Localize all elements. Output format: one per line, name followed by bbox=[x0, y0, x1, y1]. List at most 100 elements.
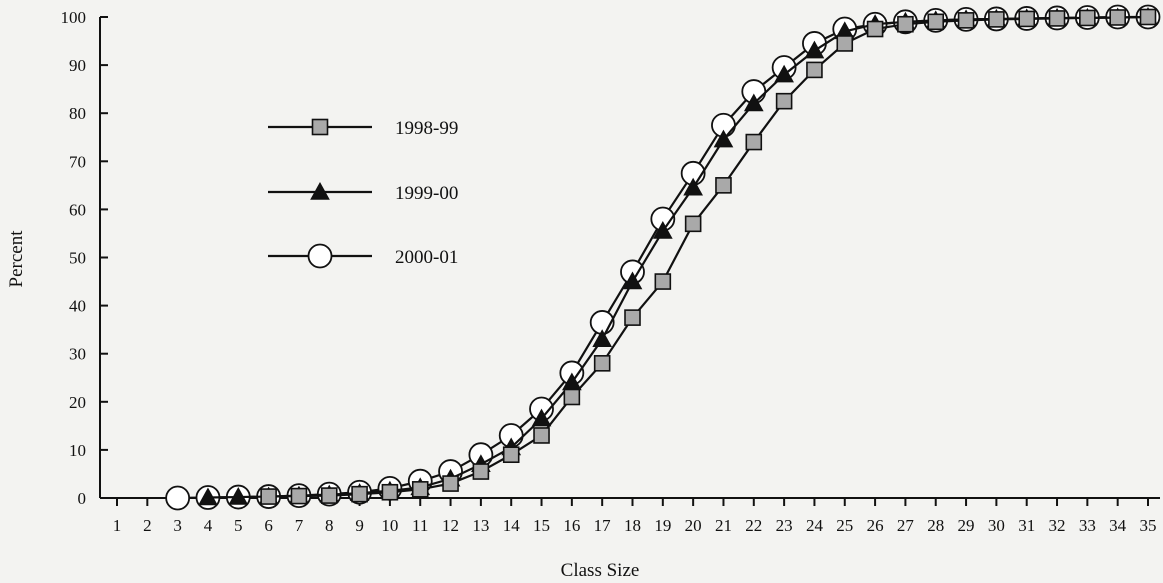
data-point-square bbox=[957, 12, 975, 29]
x-tick-label: 14 bbox=[503, 516, 521, 535]
data-point-square bbox=[442, 475, 459, 492]
y-tick-label: 90 bbox=[69, 56, 86, 75]
x-tick-label: 16 bbox=[563, 516, 580, 535]
data-point-square bbox=[381, 483, 399, 501]
legend-item: 2000-01 bbox=[268, 243, 458, 269]
data-point-square bbox=[533, 427, 550, 444]
data-point-square bbox=[866, 20, 884, 38]
x-tick-label: 17 bbox=[594, 516, 612, 535]
x-tick-label: 27 bbox=[897, 516, 915, 535]
data-point-square bbox=[1079, 9, 1096, 27]
data-point-square bbox=[684, 215, 702, 233]
data-point-square bbox=[624, 309, 641, 326]
data-point-square bbox=[654, 273, 672, 290]
data-point-triangle bbox=[774, 64, 794, 83]
data-point-triangle bbox=[228, 487, 249, 505]
data-point-square bbox=[1109, 9, 1126, 26]
x-tick-label: 21 bbox=[715, 516, 732, 535]
x-tick-label: 23 bbox=[776, 516, 793, 535]
legend-label: 1998-99 bbox=[395, 118, 458, 139]
series-layer bbox=[165, 4, 1161, 511]
y-tick-label: 20 bbox=[69, 393, 86, 412]
x-tick-label: 33 bbox=[1079, 516, 1096, 535]
x-tick-label: 20 bbox=[685, 516, 702, 535]
x-tick-label: 18 bbox=[624, 516, 641, 535]
data-point-triangle bbox=[713, 129, 734, 148]
data-point-square bbox=[320, 487, 338, 504]
data-point-square bbox=[260, 488, 277, 505]
x-tick-label: 6 bbox=[264, 516, 273, 535]
y-axis-title: Percent bbox=[6, 230, 27, 288]
legend-marker-triangle bbox=[310, 181, 330, 200]
data-point-triangle bbox=[198, 487, 218, 506]
data-point-square bbox=[1018, 10, 1036, 28]
data-point-square bbox=[715, 177, 732, 194]
data-point-square bbox=[593, 355, 611, 372]
data-point-triangle bbox=[804, 40, 825, 59]
legend-label: 2000-01 bbox=[395, 247, 458, 268]
data-point-square bbox=[988, 11, 1005, 28]
data-point-triangle bbox=[592, 329, 613, 347]
legend-item: 1998-99 bbox=[268, 118, 458, 139]
x-tick-label: 26 bbox=[867, 516, 884, 535]
x-tick-label: 7 bbox=[295, 516, 304, 535]
y-tick-label: 0 bbox=[78, 489, 87, 508]
x-tick-label: 4 bbox=[204, 516, 213, 535]
data-point-triangle bbox=[683, 177, 703, 196]
series-square bbox=[260, 8, 1157, 505]
data-point-square bbox=[806, 61, 823, 79]
data-point-square bbox=[411, 481, 429, 498]
data-point-square bbox=[290, 487, 308, 505]
x-tick-label: 13 bbox=[472, 516, 489, 535]
y-tick-label: 50 bbox=[69, 249, 86, 268]
data-point-triangle bbox=[743, 93, 764, 112]
x-tick-label: 22 bbox=[745, 516, 762, 535]
x-tick-label: 25 bbox=[836, 516, 853, 535]
x-tick-label: 9 bbox=[355, 516, 364, 535]
data-point-square bbox=[563, 388, 581, 406]
x-tick-label: 28 bbox=[927, 516, 944, 535]
x-tick-label: 1 bbox=[113, 516, 122, 535]
legend-marker-circle bbox=[307, 243, 333, 269]
x-tick-label: 12 bbox=[442, 516, 459, 535]
y-tick-label: 30 bbox=[69, 345, 86, 364]
data-point-triangle bbox=[531, 408, 552, 427]
data-point-square bbox=[836, 35, 854, 52]
y-tick-label: 60 bbox=[69, 200, 86, 219]
y-tick-label: 80 bbox=[69, 104, 86, 123]
legend-item: 1999-00 bbox=[268, 181, 458, 204]
x-tick-label: 5 bbox=[234, 516, 243, 535]
x-tick-label: 2 bbox=[143, 516, 152, 535]
y-tick-label: 70 bbox=[69, 152, 86, 171]
data-point-square bbox=[1048, 10, 1066, 27]
x-tick-label: 19 bbox=[654, 516, 671, 535]
x-tick-label: 34 bbox=[1109, 516, 1127, 535]
x-tick-label: 30 bbox=[988, 516, 1005, 535]
x-tick-label: 11 bbox=[412, 516, 428, 535]
y-tick-label: 10 bbox=[69, 441, 86, 460]
data-point-square bbox=[927, 13, 945, 31]
legend-marker-square bbox=[311, 118, 329, 136]
x-tick-label: 24 bbox=[806, 516, 824, 535]
x-tick-label: 10 bbox=[381, 516, 398, 535]
data-point-triangle bbox=[652, 221, 673, 239]
data-point-circle bbox=[165, 485, 191, 511]
legend: 1998-99 1999-00 2000-01 bbox=[268, 118, 458, 269]
data-point-square bbox=[351, 485, 368, 503]
x-tick-label: 31 bbox=[1018, 516, 1035, 535]
data-point-square bbox=[745, 133, 763, 151]
data-point-square bbox=[502, 446, 520, 464]
x-tick-label: 8 bbox=[325, 516, 334, 535]
data-point-square bbox=[472, 463, 490, 480]
x-tick-label: 15 bbox=[533, 516, 550, 535]
data-point-triangle bbox=[622, 271, 643, 290]
data-point-square bbox=[1139, 8, 1157, 26]
data-point-square bbox=[775, 92, 793, 110]
x-tick-label: 35 bbox=[1140, 516, 1157, 535]
data-point-square bbox=[897, 15, 914, 33]
x-tick-label: 32 bbox=[1049, 516, 1066, 535]
legend-label: 1999-00 bbox=[395, 183, 458, 204]
y-tick-label: 40 bbox=[69, 297, 86, 316]
